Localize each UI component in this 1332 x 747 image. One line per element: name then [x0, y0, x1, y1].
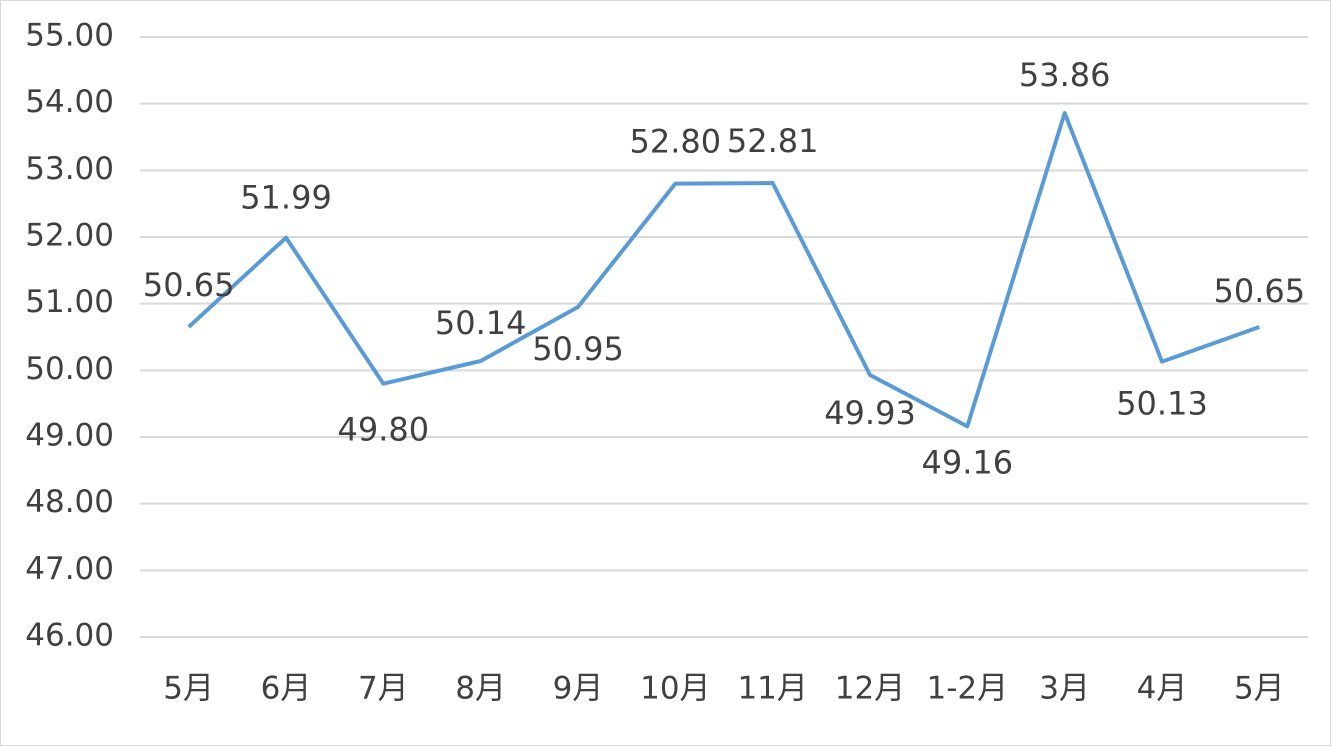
y-tick-label: 52.00	[25, 218, 114, 254]
x-tick-label: 8月	[455, 671, 506, 707]
y-tick-label: 54.00	[25, 84, 114, 120]
data-label: 49.80	[338, 411, 430, 449]
x-tick-label: 9月	[553, 671, 604, 707]
data-label: 50.13	[1116, 385, 1208, 423]
x-tick-label: 7月	[358, 671, 409, 707]
y-tick-label: 53.00	[25, 151, 114, 187]
data-label: 50.14	[435, 304, 527, 342]
y-tick-label: 50.00	[25, 351, 114, 387]
y-tick-label: 48.00	[25, 484, 114, 520]
data-label: 50.65	[1214, 272, 1306, 310]
data-label: 49.93	[824, 394, 916, 432]
data-label: 49.16	[922, 443, 1014, 481]
y-tick-label: 49.00	[25, 418, 114, 454]
x-tick-label: 1-2月	[927, 671, 1009, 707]
x-tick-label: 4月	[1137, 671, 1188, 707]
x-tick-label: 11月	[737, 671, 807, 707]
x-tick-label: 5月	[1234, 671, 1285, 707]
y-tick-label: 46.00	[25, 618, 114, 654]
x-tick-label: 12月	[835, 671, 905, 707]
data-label: 52.81	[727, 122, 819, 160]
x-tick-label: 5月	[163, 671, 214, 707]
data-label: 52.80	[630, 123, 722, 161]
data-label: 51.99	[240, 179, 332, 217]
y-tick-label: 51.00	[25, 284, 114, 320]
data-label: 53.86	[1019, 56, 1111, 94]
data-label: 50.95	[532, 330, 624, 368]
x-tick-label: 6月	[261, 671, 312, 707]
data-label: 50.65	[143, 266, 235, 304]
line	[187, 111, 1261, 429]
x-tick-label: 10月	[640, 671, 710, 707]
y-tick-label: 47.00	[25, 551, 114, 587]
y-tick-label: 55.00	[25, 18, 114, 54]
x-tick-label: 3月	[1039, 671, 1090, 707]
